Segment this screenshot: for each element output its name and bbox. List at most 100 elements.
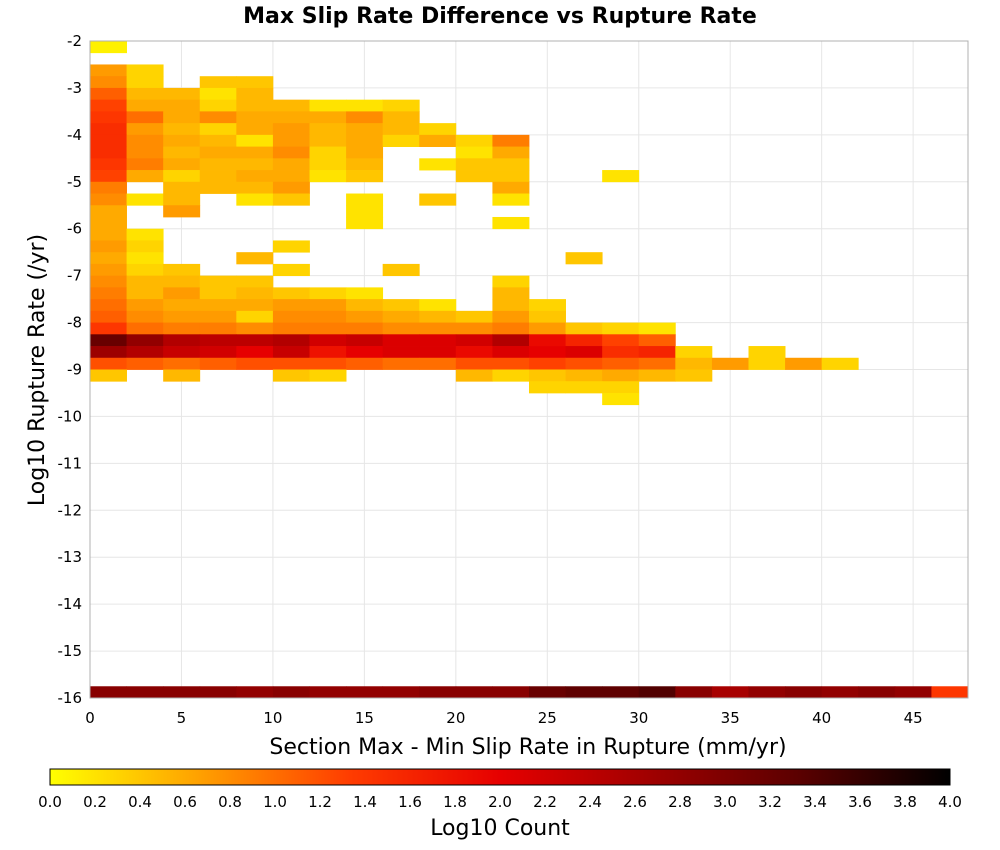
- heatmap-cell: [236, 193, 274, 206]
- heatmap-cell: [90, 299, 127, 312]
- heatmap-cell: [602, 322, 640, 335]
- heatmap-cell: [126, 357, 164, 370]
- heatmap-cell: [126, 193, 164, 206]
- heatmap-cell: [492, 181, 530, 194]
- heatmap-cell: [675, 369, 713, 382]
- heatmap-cell: [163, 134, 201, 147]
- heatmap-cell: [346, 346, 384, 359]
- y-tick-label: -14: [58, 595, 83, 613]
- heatmap-cell: [346, 170, 384, 183]
- heatmap-cell: [272, 299, 310, 312]
- heatmap-cell: [236, 76, 274, 89]
- heatmap-cell: [419, 193, 457, 206]
- heatmap-cell: [163, 181, 201, 194]
- heatmap-cell: [492, 322, 530, 335]
- heatmap-cell: [309, 134, 347, 147]
- heatmap-cell: [163, 99, 201, 112]
- heatmap-cell: [272, 346, 310, 359]
- plot-frame: [89, 40, 969, 699]
- heatmap-cell: [236, 146, 274, 159]
- colorbar-label: Log10 Count: [430, 816, 570, 841]
- heatmap-cell: [163, 263, 201, 277]
- heatmap-cell: [309, 146, 347, 159]
- heatmap-cell: [346, 134, 384, 147]
- x-tick-label: 5: [177, 709, 187, 727]
- y-tick-label: -4: [67, 126, 82, 144]
- heatmap-cell: [272, 310, 310, 323]
- heatmap-cell: [529, 357, 566, 370]
- heatmap-cell: [272, 287, 310, 300]
- heatmap-cell: [419, 686, 457, 699]
- heatmap-cell: [126, 170, 164, 183]
- heatmap-cell: [455, 170, 493, 183]
- heatmap-cell: [638, 334, 676, 347]
- heatmap-cell: [90, 64, 127, 77]
- colorbar-tick-label: 1.8: [443, 793, 467, 811]
- heatmap-cell: [163, 170, 201, 183]
- heatmap-cell: [309, 346, 347, 359]
- heatmap-cell: [931, 686, 969, 699]
- colorbar-tick-label: 3.4: [803, 793, 827, 811]
- heatmap-cell: [236, 87, 274, 101]
- heatmap-cell: [675, 686, 713, 699]
- heatmap-cell: [126, 158, 164, 171]
- heatmap-cell: [529, 299, 566, 312]
- heatmap-cell: [126, 146, 164, 159]
- heatmap-cell: [126, 299, 164, 312]
- heatmap-cell: [236, 334, 274, 347]
- heatmap-cell: [199, 123, 237, 136]
- heatmap-cell: [199, 287, 237, 300]
- heatmap-cell: [455, 334, 493, 347]
- heatmap-cell: [90, 181, 127, 194]
- heatmap-cell: [90, 170, 127, 183]
- heatmap-cell: [821, 357, 859, 370]
- colorbar-tick-label: 0.8: [218, 793, 242, 811]
- y-tick-label: -7: [67, 267, 82, 285]
- colorbar-tick-label: 2.8: [668, 793, 692, 811]
- heatmap-cell: [90, 686, 127, 699]
- heatmap-cell: [126, 76, 164, 89]
- heatmap-cell: [346, 193, 384, 206]
- heatmap-cell: [236, 275, 274, 288]
- heatmap-cell: [382, 310, 420, 323]
- heatmap-cell: [529, 381, 566, 394]
- heatmap-cell: [199, 146, 237, 159]
- heatmap-cell: [126, 134, 164, 147]
- y-tick-label: -3: [67, 79, 82, 97]
- colorbar-tick-label: 1.6: [398, 793, 422, 811]
- heatmap-cell: [529, 322, 566, 335]
- heatmap-cell: [272, 686, 310, 699]
- heatmap-cell: [90, 322, 127, 335]
- heatmap-cell: [272, 99, 310, 112]
- heatmap-cell: [272, 158, 310, 171]
- heatmap-cell: [90, 134, 127, 147]
- colorbar-tick-label: 3.8: [893, 793, 917, 811]
- heatmap-cell: [346, 205, 384, 218]
- heatmap-cell: [382, 299, 420, 312]
- heatmap-cell: [163, 299, 201, 312]
- heatmap-cell: [199, 76, 237, 89]
- colorbar-tick-label: 1.0: [263, 793, 287, 811]
- heatmap-cell: [236, 134, 274, 147]
- colorbar-tick-label: 1.2: [308, 793, 332, 811]
- colorbar-tick-label: 2.4: [578, 793, 602, 811]
- colorbar-ticks: 0.0 0.2 0.4 0.6 0.8 1.0 1.2 1.4 1.6 1.8 2.0 2.2 2.4 2…: [38, 793, 962, 811]
- heatmap-cell: [711, 686, 749, 699]
- x-axis-ticks: 0 5 10 15 20 25 30 35 40 45: [85, 709, 922, 727]
- heatmap-cell: [492, 216, 530, 230]
- heatmap-cell: [492, 686, 530, 699]
- heatmap-cell: [199, 170, 237, 183]
- heatmap-cell: [602, 346, 640, 359]
- heatmap-cell: [126, 287, 164, 300]
- y-tick-label: -6: [67, 220, 82, 238]
- heatmap-cell: [492, 170, 530, 183]
- y-tick-label: -15: [58, 642, 83, 660]
- colorbar-tick-label: 0.4: [128, 793, 152, 811]
- heatmap-cell: [199, 134, 237, 147]
- colorbar-tick-label: 4.0: [938, 793, 962, 811]
- heatmap-cell: [529, 369, 566, 382]
- heatmap-cell: [126, 123, 164, 136]
- heatmap-cell: [455, 134, 493, 147]
- y-tick-label: -8: [67, 314, 82, 332]
